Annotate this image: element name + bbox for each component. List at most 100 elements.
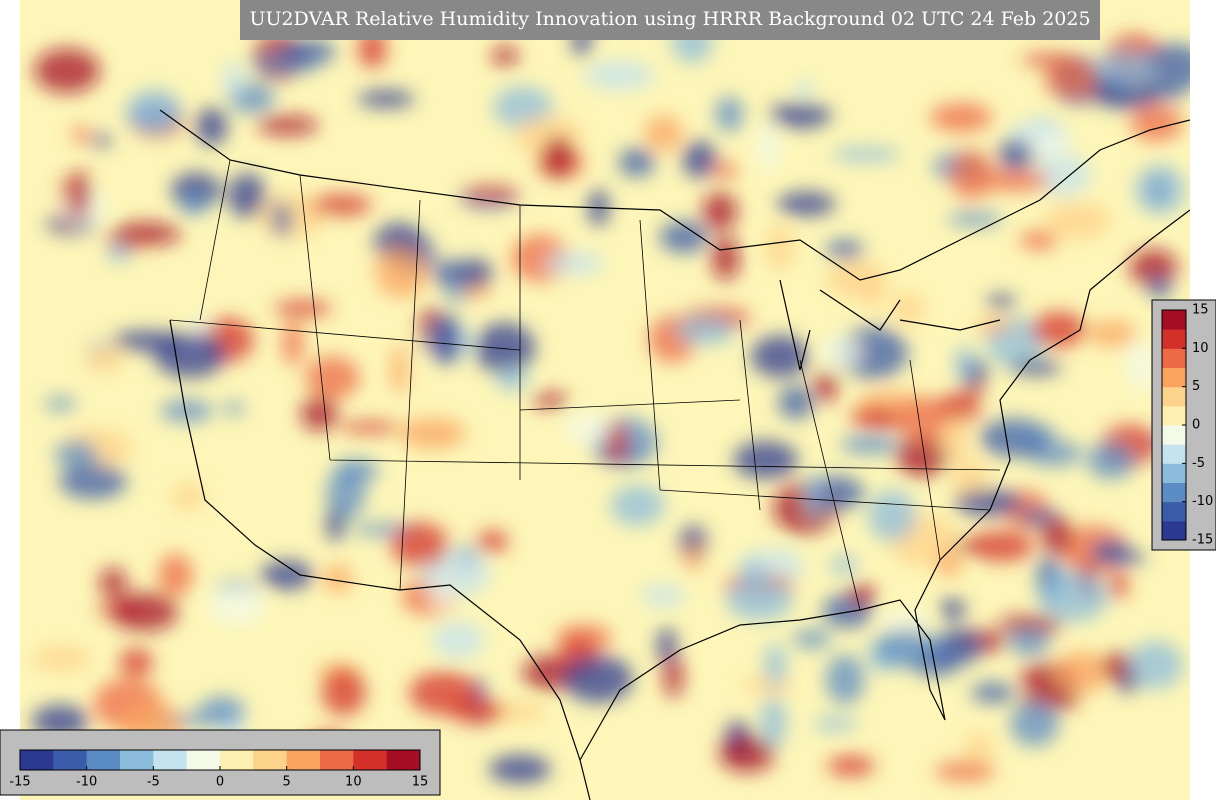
field-blob (160, 399, 213, 423)
colorbar-tick-label: -10 (1192, 494, 1213, 509)
field-blob (44, 396, 76, 411)
field-blob (979, 169, 1051, 192)
field-blob (792, 629, 832, 649)
field-blob (971, 682, 1015, 704)
field-blob (91, 134, 112, 147)
field-blob (321, 668, 366, 716)
field-blob (1128, 640, 1183, 690)
field-blob (58, 463, 127, 500)
field-blob (85, 344, 124, 374)
field-blob (848, 583, 875, 607)
field-blob (998, 138, 1034, 172)
field-blob (449, 698, 504, 725)
field-blob (1031, 311, 1087, 348)
great-lakes (779, 279, 1001, 371)
field-blob (300, 396, 338, 431)
field-blob (69, 170, 91, 219)
colorbar-segment (1162, 386, 1186, 407)
field-blob (939, 598, 966, 620)
field-blob (1044, 59, 1105, 99)
field-blob (877, 612, 932, 630)
field-blob (949, 150, 994, 200)
field-blob (496, 366, 528, 391)
colorbar-segment (253, 750, 288, 770)
colorbar-tick-label: 5 (283, 775, 291, 790)
field-blob (975, 319, 1013, 333)
title-box (240, 0, 1100, 40)
field-blob (938, 392, 980, 425)
colorbar-segment (153, 750, 188, 770)
field-blob (564, 412, 617, 445)
field-blob (954, 489, 1023, 516)
field-blob (827, 755, 875, 777)
field-blob (445, 287, 469, 303)
field-blob (1038, 571, 1109, 623)
colorbar-segment (220, 750, 254, 770)
field-blob (733, 440, 798, 479)
field-blob (179, 193, 209, 215)
field-blob (867, 490, 916, 542)
field-blob (1125, 340, 1157, 392)
colorbar-tick-label: 15 (1192, 303, 1209, 318)
field-blob (1090, 540, 1132, 564)
field-blob (272, 201, 292, 237)
field-blob (1009, 359, 1062, 376)
colorbar-segment (1162, 310, 1186, 330)
field-blob (711, 162, 739, 179)
field-blob (110, 592, 178, 632)
title: UU2DVAR Relative Humidity Innovation usi… (249, 8, 1090, 30)
field-blob (1008, 628, 1051, 656)
colorbar-segment (1162, 405, 1186, 426)
field-blob (127, 89, 181, 134)
field-blob (477, 530, 509, 554)
field-blob (326, 507, 345, 543)
field-blob (563, 654, 633, 703)
colorbar-segment (386, 750, 421, 770)
field-blob (675, 316, 735, 346)
field-blob (1108, 571, 1129, 599)
field-blob (826, 239, 864, 260)
field-blob (778, 385, 814, 420)
field-blob (831, 147, 901, 162)
colorbar-segment (320, 750, 354, 770)
colorbar-segment (1162, 425, 1186, 445)
field-blob (825, 654, 865, 705)
field-blob (814, 369, 838, 403)
field-blob (1044, 202, 1112, 240)
field-blob (543, 251, 605, 275)
colorbar-tick-label: 0 (1192, 418, 1200, 433)
field-blob (875, 628, 939, 668)
field-blob (154, 332, 226, 379)
colorbar-segment (353, 750, 388, 770)
field-blob (891, 291, 925, 326)
field-blob (840, 434, 900, 455)
field-blob (702, 191, 738, 231)
field-blob (935, 551, 963, 578)
field-blob (274, 300, 332, 317)
field-blob (463, 184, 520, 201)
field-blob (32, 646, 92, 671)
field-blob (339, 421, 400, 434)
colorbar-tick-label: 15 (412, 775, 429, 790)
colorbar-segment (186, 750, 221, 770)
field-blob (1164, 89, 1182, 102)
field-blob (1086, 441, 1135, 480)
colorbar-segment (286, 750, 321, 770)
field-blob (305, 356, 360, 400)
field-blob (391, 522, 449, 568)
field-blob (207, 584, 266, 626)
field-blob (1142, 43, 1190, 92)
field-blob (760, 696, 787, 748)
colorbar-segment (1162, 444, 1186, 464)
field-blob (430, 313, 463, 365)
field-blob (714, 96, 744, 132)
colorbar-segment (1162, 367, 1186, 388)
colorbar-segment (120, 750, 154, 770)
field-blob (334, 458, 379, 484)
field-blob (1032, 153, 1092, 196)
field-blob (357, 90, 415, 108)
field-blob (829, 555, 858, 575)
field-blob (963, 732, 995, 765)
field-blob (1101, 652, 1136, 681)
field-blob (663, 655, 684, 698)
